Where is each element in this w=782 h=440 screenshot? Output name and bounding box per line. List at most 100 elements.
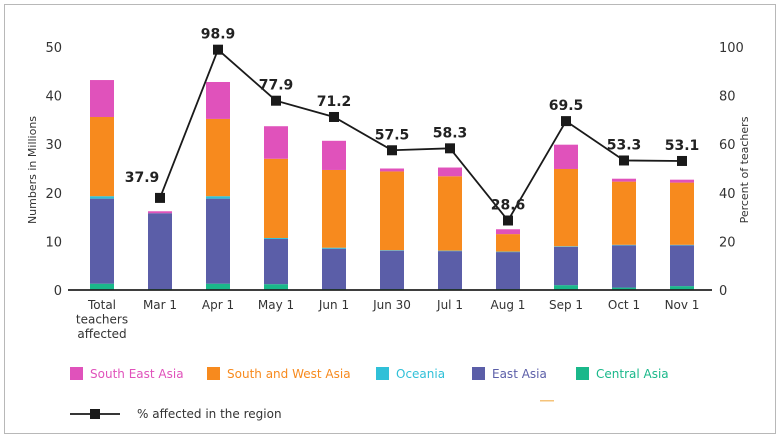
percent-data-label: 28.6 <box>491 198 526 214</box>
legend-line-marker <box>90 409 100 419</box>
percent-marker <box>155 192 165 203</box>
percent-data-label: 77.9 <box>259 78 294 94</box>
left-tick-label: 0 <box>54 284 62 299</box>
bar-south-and-west-asia <box>554 168 578 247</box>
bar-central-asia <box>554 285 578 290</box>
legend: South East Asia South and West Asia Oceani… <box>70 367 669 421</box>
left-tick-label: 50 <box>45 41 62 56</box>
x-tick-label-line: Nov 1 <box>665 298 700 312</box>
bar-south-and-west-asia <box>264 158 288 238</box>
percent-marker <box>619 155 629 166</box>
x-tick-label: Jun 1 <box>318 298 349 312</box>
bar-east-asia <box>148 213 172 290</box>
bar-east-asia <box>264 238 288 285</box>
left-tick-label: 20 <box>45 187 62 202</box>
percent-marker <box>503 215 513 226</box>
bar-central-asia <box>90 283 114 290</box>
x-tick-label: Mar 1 <box>143 298 177 312</box>
legend-line-label: % affected in the region <box>137 407 282 421</box>
x-tick-label-line: Jul 1 <box>436 298 463 312</box>
bar-south-and-west-asia <box>380 171 404 251</box>
left-tick-label: 10 <box>45 235 62 250</box>
x-tick-label-line: Sep 1 <box>549 298 583 312</box>
legend-label-central-asia: Central Asia <box>596 367 669 381</box>
bar-south-east-asia <box>148 211 172 214</box>
bar-east-asia <box>90 198 114 284</box>
x-tick-label: Nov 1 <box>665 298 700 312</box>
bar-south-and-west-asia <box>496 234 520 252</box>
chart-frame <box>4 4 776 434</box>
percent-marker <box>677 155 687 166</box>
percent-data-label: 53.1 <box>665 138 700 154</box>
left-axis-ticks: 0 10 20 30 40 50 <box>45 41 62 299</box>
bar-south-and-west-asia <box>438 176 462 251</box>
percent-marker <box>561 116 571 127</box>
percent-data-label: 71.2 <box>317 94 352 110</box>
x-tick-label-line: May 1 <box>258 298 294 312</box>
bar-south-east-asia <box>322 140 346 170</box>
percent-marker <box>271 95 281 106</box>
bar-south-and-west-asia <box>670 182 694 245</box>
percent-marker <box>445 143 455 154</box>
bar-east-asia <box>554 246 578 286</box>
bar-central-asia <box>206 283 230 290</box>
legend-label-south-east-asia: South East Asia <box>90 367 184 381</box>
x-tick-label: Sep 1 <box>549 298 583 312</box>
bar-east-asia <box>612 245 636 288</box>
x-tick-label: May 1 <box>258 298 294 312</box>
bar-east-asia <box>322 248 346 290</box>
x-tick-label: Jun 30 <box>372 298 411 312</box>
x-tick-label: Total teachers affected <box>76 298 128 341</box>
bar-central-asia <box>670 286 694 290</box>
x-tick-label-line: Aug 1 <box>491 298 526 312</box>
bar-south-and-west-asia <box>612 181 636 245</box>
x-tick-label: Apr 1 <box>202 298 234 312</box>
bar-south-east-asia <box>380 168 404 172</box>
accent-mark <box>540 400 554 402</box>
bar-east-asia <box>206 198 230 284</box>
legend-swatch-central-asia <box>576 367 589 380</box>
percent-data-label: 58.3 <box>433 125 468 141</box>
bar-south-east-asia <box>90 80 114 117</box>
percent-line-layer: 37.9 98.9 77.9 71.2 57.5 58.3 28.6 69.5 53.3 53.1 <box>125 27 700 226</box>
x-tick-label: Oct 1 <box>608 298 640 312</box>
bar-south-east-asia <box>438 167 462 177</box>
bar-south-and-west-asia <box>322 169 346 248</box>
legend-label-oceania: Oceania <box>396 367 445 381</box>
bar-oceania <box>90 196 114 199</box>
legend-swatch-south-east-asia <box>70 367 83 380</box>
percent-line <box>159 48 683 223</box>
right-tick-label: 0 <box>719 284 727 299</box>
percent-marker <box>329 111 339 122</box>
x-tick-label-line: affected <box>77 327 126 341</box>
bar-east-asia <box>380 250 404 290</box>
right-axis-title: Percent of teachers <box>738 116 751 223</box>
legend-label-east-asia: East Asia <box>492 367 547 381</box>
x-tick-label-line: Oct 1 <box>608 298 640 312</box>
bars <box>90 80 694 290</box>
bar-south-east-asia <box>496 229 520 235</box>
x-tick-label-line: Jun 1 <box>318 298 349 312</box>
left-tick-label: 40 <box>45 90 62 105</box>
right-tick-label: 100 <box>719 41 744 56</box>
percent-data-label: 57.5 <box>375 127 410 143</box>
legend-swatch-east-asia <box>472 367 485 380</box>
percent-marker <box>387 145 397 156</box>
percent-marker <box>213 44 223 55</box>
x-tick-label: Aug 1 <box>491 298 526 312</box>
bar-oceania <box>322 247 346 249</box>
bar-east-asia <box>438 251 462 290</box>
bar-south-east-asia <box>206 81 230 119</box>
right-tick-label: 40 <box>719 187 736 202</box>
bar-south-east-asia <box>554 144 578 169</box>
x-tick-label-line: Jun 30 <box>372 298 411 312</box>
bar-oceania <box>206 196 230 199</box>
bar-south-and-west-asia <box>90 116 114 197</box>
bar-east-asia <box>496 252 520 290</box>
percent-data-label: 98.9 <box>201 27 236 43</box>
percent-data-label: 53.3 <box>607 137 642 153</box>
x-tick-label-line: Total <box>87 298 116 312</box>
x-tick-label-line: Mar 1 <box>143 298 177 312</box>
left-tick-label: 30 <box>45 138 62 153</box>
